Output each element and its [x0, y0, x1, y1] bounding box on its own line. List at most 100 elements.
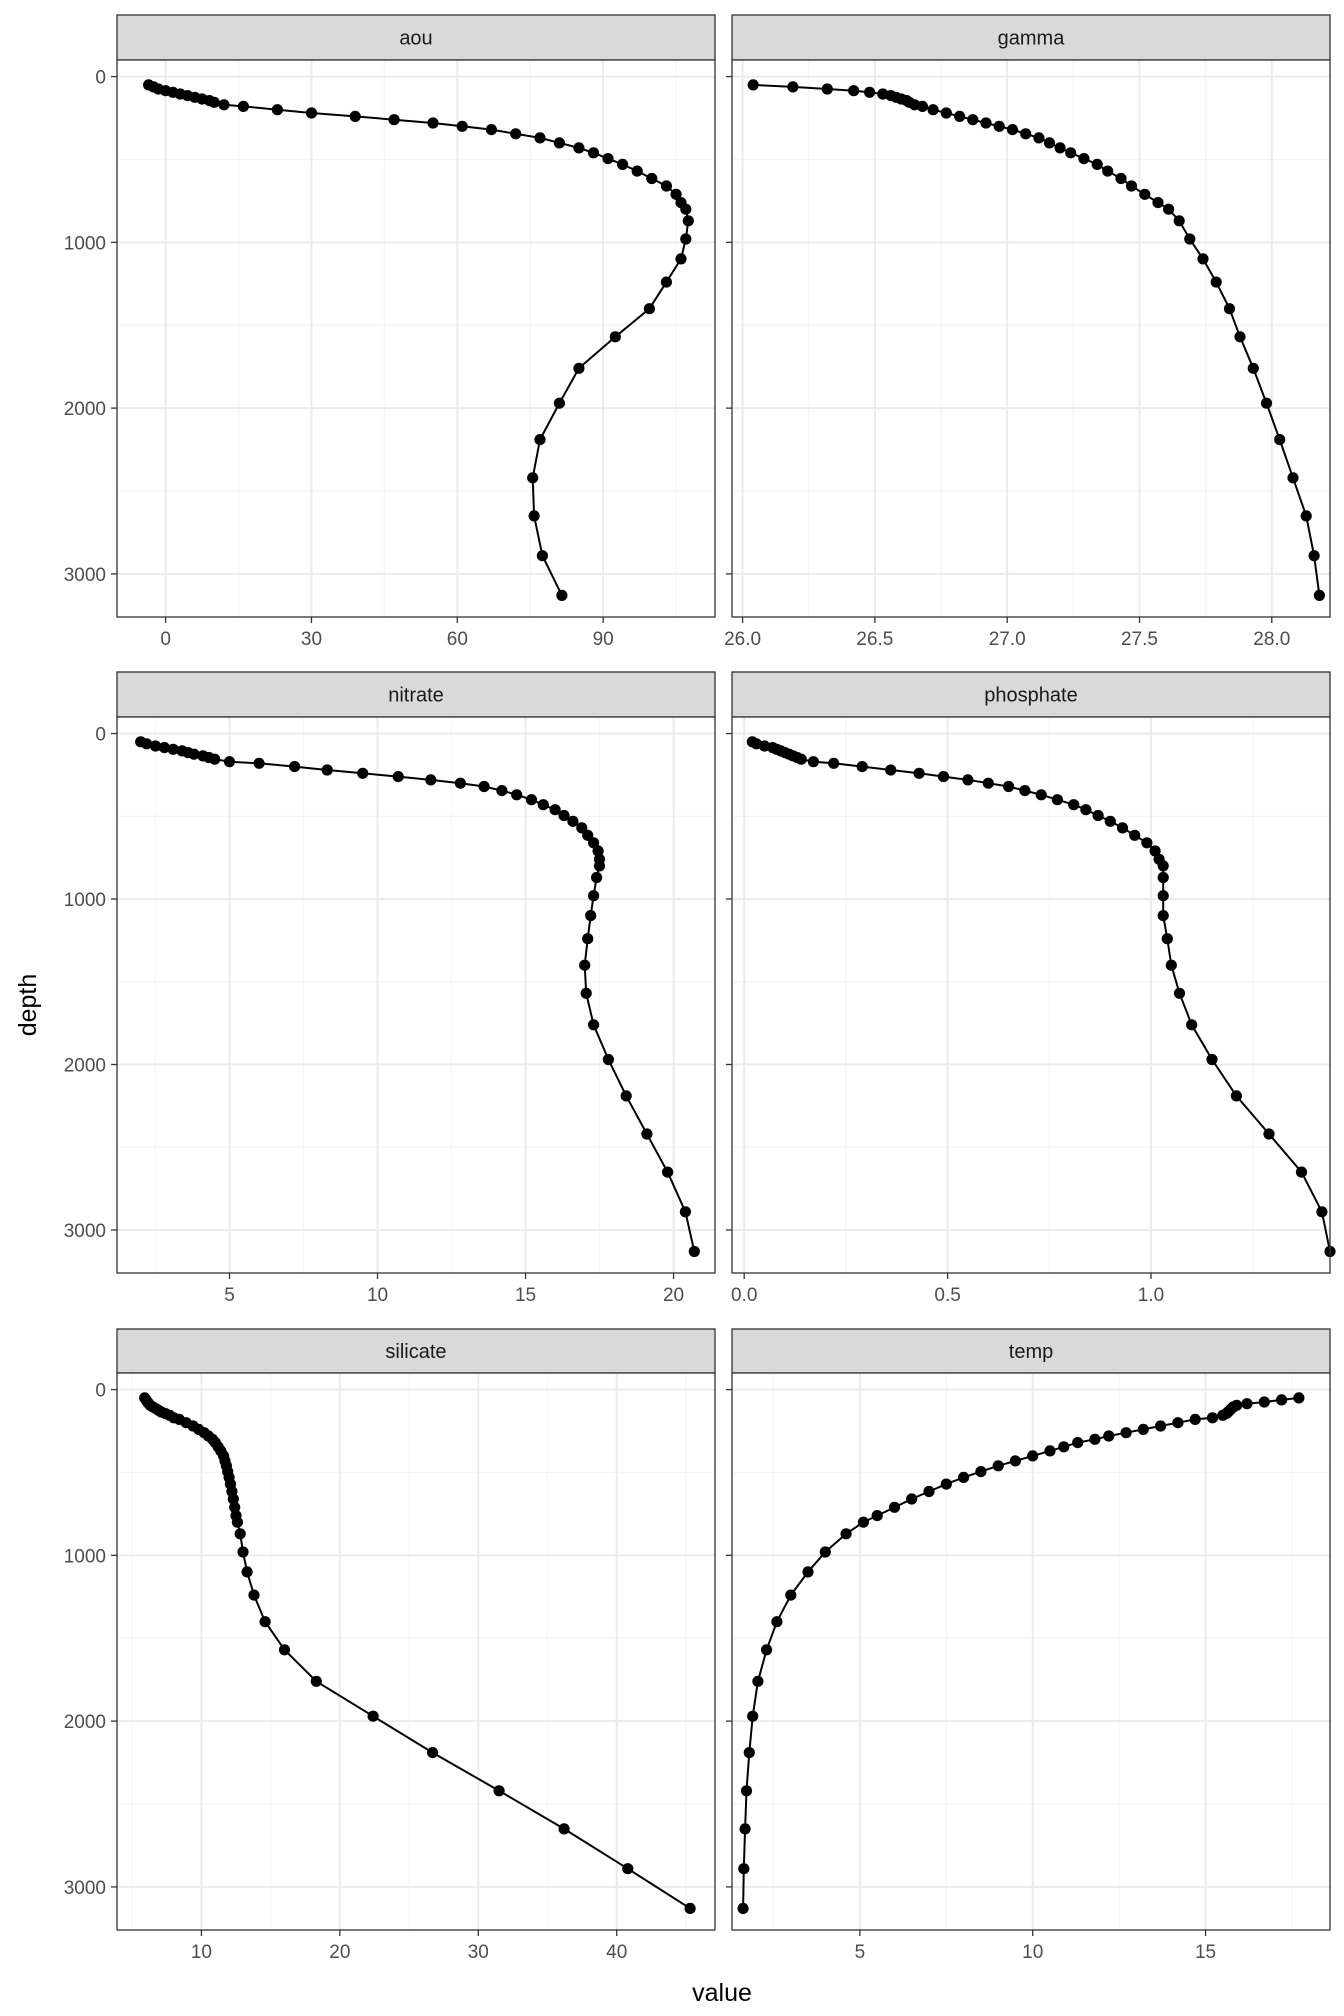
- data-point-aou: [349, 110, 361, 122]
- data-point-aou: [682, 215, 694, 227]
- data-point-temp: [975, 1466, 987, 1478]
- data-point-temp: [1217, 1409, 1229, 1421]
- data-point-temp: [738, 1863, 750, 1875]
- data-point-silicate: [622, 1863, 634, 1875]
- data-point-temp: [871, 1510, 883, 1522]
- data-point-phosphate: [885, 764, 897, 776]
- data-point-phosphate: [1149, 845, 1161, 857]
- data-point-temp: [1044, 1445, 1056, 1457]
- data-point-temp: [940, 1478, 952, 1490]
- data-point-aou: [631, 165, 643, 177]
- data-point-temp: [1027, 1450, 1039, 1462]
- data-point-gamma: [940, 107, 952, 119]
- panel-phosphate: phosphate 0.0 0.5 1.0: [726, 671, 1336, 1306]
- data-point-phosphate: [1165, 959, 1177, 971]
- data-point-temp: [771, 1616, 783, 1628]
- data-point-temp: [737, 1902, 749, 1914]
- data-point-nitrate: [549, 804, 561, 816]
- data-point-gamma: [1078, 153, 1090, 165]
- x-tick-label-phosphate: 1.0: [1138, 1285, 1164, 1306]
- data-point-silicate: [493, 1785, 505, 1797]
- data-point-aou: [534, 434, 546, 446]
- panel-gamma: gamma 26.0 26.5 27.0 27.5 28.0: [724, 14, 1331, 650]
- data-point-phosphate: [982, 777, 994, 789]
- panel-background-phosphate: [732, 717, 1330, 1273]
- data-point-silicate: [259, 1616, 271, 1628]
- data-point-phosphate: [1129, 829, 1141, 841]
- data-point-nitrate: [525, 794, 538, 806]
- data-point-phosphate: [1173, 987, 1186, 999]
- data-point-nitrate: [641, 1128, 653, 1140]
- data-point-gamma: [967, 114, 979, 126]
- data-point-temp: [1276, 1394, 1288, 1406]
- data-point-temp: [1072, 1437, 1084, 1449]
- x-tick-label-gamma: 27.0: [989, 629, 1026, 650]
- data-point-silicate: [558, 1823, 570, 1835]
- data-point-aou: [553, 137, 566, 149]
- data-point-nitrate: [585, 910, 597, 922]
- data-point-phosphate: [962, 774, 974, 786]
- data-point-aou: [643, 303, 656, 315]
- data-point-nitrate: [253, 757, 265, 769]
- data-point-gamma: [1274, 434, 1286, 446]
- x-tick-label-phosphate: 0.0: [731, 1285, 757, 1306]
- data-point-aou: [617, 158, 629, 170]
- data-point-temp: [888, 1501, 901, 1513]
- data-point-temp: [1137, 1423, 1149, 1435]
- data-point-phosphate: [1230, 1090, 1242, 1102]
- data-point-nitrate: [158, 742, 170, 754]
- data-point-aou: [680, 203, 692, 215]
- data-point-phosphate: [1206, 1053, 1218, 1066]
- data-point-temp: [1103, 1430, 1115, 1442]
- data-point-phosphate: [1116, 822, 1129, 834]
- y-tick-label: 1000: [64, 890, 106, 911]
- data-point-silicate: [684, 1902, 696, 1914]
- data-point-nitrate: [588, 1019, 600, 1031]
- data-point-gamma: [1033, 132, 1045, 144]
- data-point-nitrate: [425, 774, 437, 786]
- data-point-nitrate: [141, 738, 153, 750]
- data-point-aou: [556, 589, 568, 602]
- data-point-nitrate: [392, 771, 404, 783]
- data-point-aou: [602, 153, 614, 165]
- data-point-silicate: [427, 1747, 439, 1759]
- x-tick-label-gamma: 26.0: [724, 629, 761, 650]
- data-point-gamma: [1043, 137, 1056, 149]
- data-point-gamma: [1020, 128, 1032, 140]
- data-point-temp: [958, 1471, 970, 1483]
- data-point-temp: [840, 1528, 852, 1540]
- data-point-gamma: [1065, 147, 1077, 159]
- data-point-nitrate: [582, 933, 594, 945]
- data-point-temp: [739, 1823, 751, 1835]
- strip-label-nitrate: nitrate: [388, 685, 444, 707]
- x-tick-label-phosphate: 0.5: [934, 1285, 960, 1306]
- panel-background-silicate: [117, 1373, 715, 1930]
- data-point-gamma: [916, 100, 929, 112]
- data-point-aou: [587, 147, 600, 159]
- data-point-phosphate: [1035, 789, 1047, 801]
- data-point-gamma: [1210, 276, 1222, 288]
- data-point-nitrate: [511, 789, 523, 801]
- x-tick-label-temp: 10: [1022, 1942, 1043, 1963]
- data-point-silicate: [234, 1528, 246, 1540]
- y-tick-label: 3000: [64, 1878, 106, 1899]
- data-point-phosphate: [1051, 794, 1063, 806]
- data-point-temp: [1258, 1396, 1270, 1408]
- data-point-gamma: [848, 85, 860, 97]
- data-point-gamma: [1163, 203, 1175, 215]
- x-tick-label-silicate: 20: [329, 1942, 350, 1963]
- data-point-gamma: [1152, 197, 1164, 209]
- data-point-gamma: [1313, 589, 1325, 602]
- data-point-gamma: [864, 86, 876, 98]
- data-point-phosphate: [807, 756, 820, 768]
- data-point-nitrate: [602, 1053, 615, 1066]
- data-point-phosphate: [795, 753, 807, 765]
- data-point-gamma: [927, 104, 939, 116]
- strip-label-gamma: gamma: [998, 28, 1066, 50]
- x-tick-label-aou: 60: [447, 629, 468, 650]
- data-point-aou: [510, 128, 522, 140]
- data-point-temp: [740, 1785, 753, 1797]
- data-point-aou: [646, 172, 658, 185]
- strip-phosphate: [731, 671, 1331, 718]
- x-tick-label-temp: 15: [1195, 1942, 1216, 1963]
